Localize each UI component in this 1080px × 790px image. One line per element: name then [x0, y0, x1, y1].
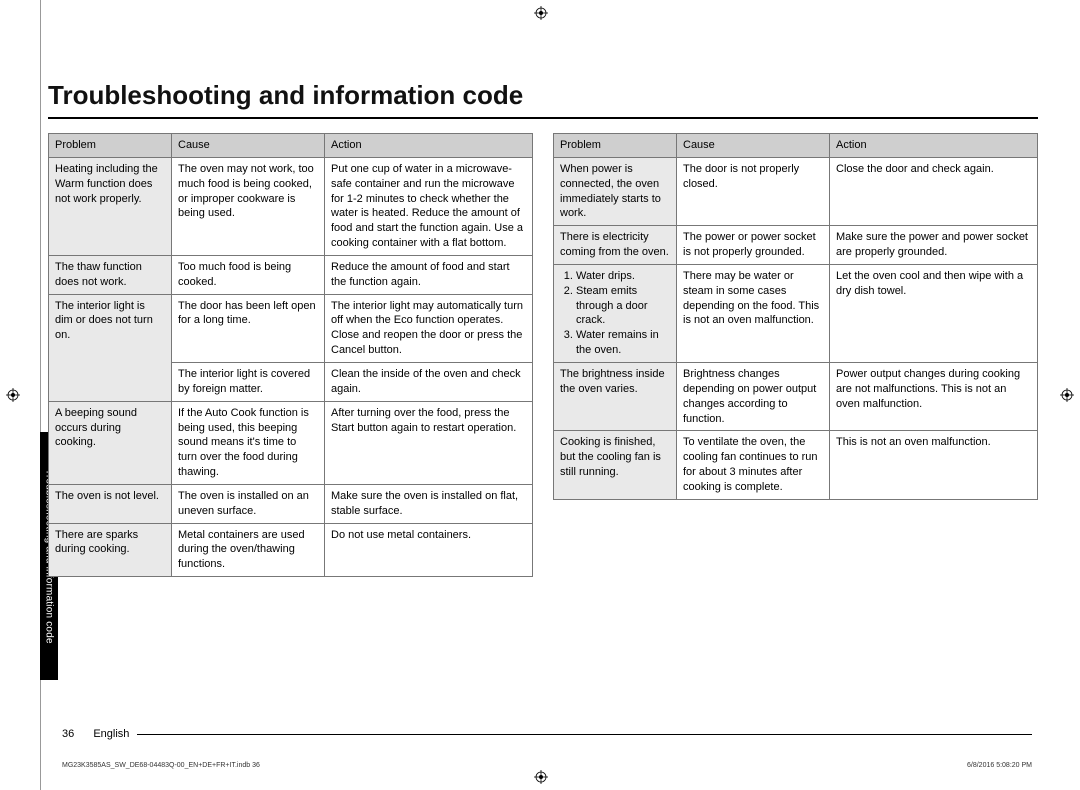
- title-rule: [48, 117, 1038, 119]
- troubleshooting-table-left: ProblemCauseAction Heating including the …: [48, 133, 533, 577]
- cell-cause: The door is not properly closed.: [677, 157, 830, 225]
- cell-problem: There are sparks during cooking.: [49, 523, 172, 577]
- cell-problem: A beeping sound occurs during cooking.: [49, 401, 172, 484]
- cell-problem: Heating including the Warm function does…: [49, 157, 172, 255]
- fine-print-left: MG23K3585AS_SW_DE68-04483Q-00_EN+DE+FR+I…: [62, 762, 260, 769]
- cell-problem: There is electricity coming from the ove…: [554, 226, 677, 265]
- fine-print: MG23K3585AS_SW_DE68-04483Q-00_EN+DE+FR+I…: [62, 762, 1032, 769]
- page-footer: 36 English: [62, 728, 1032, 740]
- list-item: Water drips.: [576, 269, 670, 284]
- crop-mark-right: [1060, 388, 1074, 402]
- cell-action: Make sure the oven is installed on flat,…: [325, 484, 533, 523]
- table-row: A beeping sound occurs during cooking.If…: [49, 401, 533, 484]
- table-header-cause: Cause: [677, 134, 830, 158]
- right-column: ProblemCauseAction When power is connecte…: [553, 133, 1038, 577]
- cell-cause: The oven is installed on an uneven surfa…: [172, 484, 325, 523]
- table-row: There are sparks during cooking.Metal co…: [49, 523, 533, 577]
- left-column: ProblemCauseAction Heating including the …: [48, 133, 533, 577]
- two-column-layout: ProblemCauseActionHeating including the …: [48, 133, 1038, 577]
- table-row: The interior light is dim or does not tu…: [49, 294, 533, 362]
- cell-cause: The power or power socket is not properl…: [677, 226, 830, 265]
- cell-action: Do not use metal containers.: [325, 523, 533, 577]
- crop-mark-bottom: [534, 770, 548, 784]
- cell-cause: There may be water or steam in some case…: [677, 264, 830, 362]
- cell-cause: Too much food is being cooked.: [172, 255, 325, 294]
- footer-rule: [137, 734, 1032, 735]
- page-number: 36: [62, 728, 74, 740]
- cell-cause: The door has been left open for a long t…: [172, 294, 325, 362]
- table-header-cause: Cause: [172, 134, 325, 158]
- table-header-action: Action: [830, 134, 1038, 158]
- cell-action: Let the oven cool and then wipe with a d…: [830, 264, 1038, 362]
- cell-action: This is not an oven malfunction.: [830, 431, 1038, 499]
- cell-problem: The oven is not level.: [49, 484, 172, 523]
- table-row: The thaw function does not work.Too much…: [49, 255, 533, 294]
- cell-action: Reduce the amount of food and start the …: [325, 255, 533, 294]
- table-row: The oven is not level.The oven is instal…: [49, 484, 533, 523]
- crop-mark-left: [6, 388, 20, 402]
- cell-action: Power output changes during cooking are …: [830, 362, 1038, 430]
- cell-problem: The thaw function does not work.: [49, 255, 172, 294]
- table-row: Cooking is finished, but the cooling fan…: [554, 431, 1038, 499]
- crop-mark-top: [534, 6, 548, 20]
- table-row: The brightness inside the oven varies.Br…: [554, 362, 1038, 430]
- cell-problem: Water drips.Steam emits through a door c…: [554, 264, 677, 362]
- page-language: English: [93, 728, 129, 740]
- cell-cause: Metal containers are used during the ove…: [172, 523, 325, 577]
- cell-cause: The oven may not work, too much food is …: [172, 157, 325, 255]
- table-row: When power is connected, the oven immedi…: [554, 157, 1038, 225]
- cell-action: Close the door and check again.: [830, 157, 1038, 225]
- table-row: Water drips.Steam emits through a door c…: [554, 264, 1038, 362]
- cell-problem: Cooking is finished, but the cooling fan…: [554, 431, 677, 499]
- troubleshooting-table-right: ProblemCauseAction When power is connecte…: [553, 133, 1038, 500]
- cell-action: Make sure the power and power socket are…: [830, 226, 1038, 265]
- table-header-action: Action: [325, 134, 533, 158]
- cell-problem: The brightness inside the oven varies.: [554, 362, 677, 430]
- list-item: Water remains in the oven.: [576, 328, 670, 358]
- list-item: Steam emits through a door crack.: [576, 284, 670, 329]
- cell-problem: When power is connected, the oven immedi…: [554, 157, 677, 225]
- cell-action: After turning over the food, press the S…: [325, 401, 533, 484]
- cell-problem: The interior light is dim or does not tu…: [49, 294, 172, 401]
- cell-action: Clean the inside of the oven and check a…: [325, 362, 533, 401]
- cell-cause: The interior light is covered by foreign…: [172, 362, 325, 401]
- table-header-problem: Problem: [554, 134, 677, 158]
- fine-print-right: 6/8/2016 5:08:20 PM: [967, 762, 1032, 769]
- table-header-problem: Problem: [49, 134, 172, 158]
- cell-cause: If the Auto Cook function is being used,…: [172, 401, 325, 484]
- page-content: Troubleshooting and information code Pro…: [48, 20, 1038, 577]
- cell-action: Put one cup of water in a microwave-safe…: [325, 157, 533, 255]
- cell-cause: Brightness changes depending on power ou…: [677, 362, 830, 430]
- cell-cause: To ventilate the oven, the cooling fan c…: [677, 431, 830, 499]
- page-title: Troubleshooting and information code: [48, 80, 1038, 111]
- table-row: Heating including the Warm function does…: [49, 157, 533, 255]
- cell-action: The interior light may automatically tur…: [325, 294, 533, 362]
- table-row: There is electricity coming from the ove…: [554, 226, 1038, 265]
